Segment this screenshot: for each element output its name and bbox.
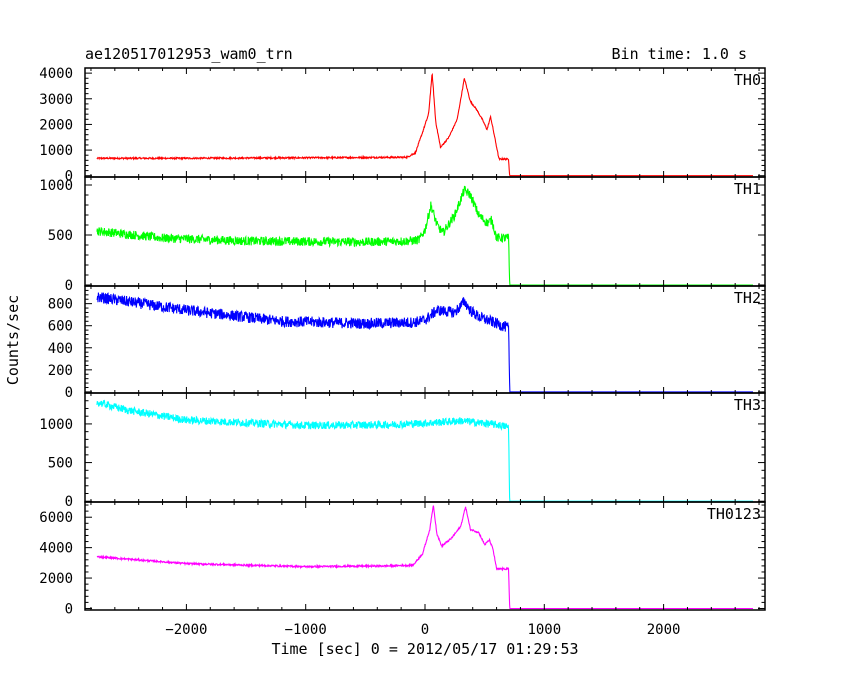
y-tick-label: 1000 [39,417,73,433]
y-tick-label: 1000 [39,178,73,194]
x-tick-label: 0 [421,622,429,638]
x-tick-label: 2000 [647,622,681,638]
panel-frame-th3 [84,392,766,503]
y-tick-label: 500 [48,228,73,244]
panel-label-th3: TH3 [734,396,761,414]
y-tick-label: 1000 [39,143,73,159]
y-tick-label: 0 [65,385,73,401]
series-line-th2 [96,292,753,393]
y-tick-label: 4000 [39,541,73,557]
series-line-th1 [96,185,753,286]
x-axis-label: Time [sec] 0 = 2012/05/17 01:29:53 [271,640,578,658]
y-tick-label: 0 [65,601,73,617]
panel-frame-th0 [84,67,766,178]
y-axis-label: Counts/sec [4,295,22,385]
panel-label-th1: TH1 [734,180,761,198]
panel-th3: 0 500 1000 TH3 [39,392,766,510]
panel-frame-th0123 [84,501,766,611]
panel-frame-th2 [84,285,766,394]
y-tick-label: 800 [48,297,73,313]
panel-th1: 0 500 1000 TH1 [39,176,766,294]
y-tick-label: 3000 [39,92,73,108]
y-tick-label: 200 [48,363,73,379]
y-tick-label: 4000 [39,66,73,82]
panel-th0123: 0 2000 4000 6000 TH0123 [39,501,766,617]
x-tick-label: 1000 [527,622,561,638]
y-tick-label: 600 [48,319,73,335]
y-tick-label: 2000 [39,571,73,587]
x-tick-label: −1000 [285,622,327,638]
x-tick-label: −2000 [165,622,207,638]
panel-label-th2: TH2 [734,289,761,307]
y-tick-label: 400 [48,341,73,357]
panel-label-th0123: TH0123 [707,505,761,523]
chart-title: ae120517012953_wam0_trn [85,45,293,63]
series-line-th3 [96,399,753,502]
panel-th0: 0 1000 2000 3000 4000 TH0 [39,66,766,185]
bin-time-label: Bin time: 1.0 s [612,45,747,63]
y-tick-label: 6000 [39,510,73,526]
panel-label-th0: TH0 [734,71,761,89]
y-tick-label: 0 [65,278,73,294]
y-tick-label: 0 [65,169,73,185]
panel-th2: 0 200 400 600 800 TH2 [48,285,766,401]
y-tick-label: 0 [65,494,73,510]
y-tick-label: 2000 [39,117,73,133]
series-line-th0123 [96,505,753,610]
y-tick-label: 500 [48,456,73,472]
series-line-th0 [96,72,753,177]
